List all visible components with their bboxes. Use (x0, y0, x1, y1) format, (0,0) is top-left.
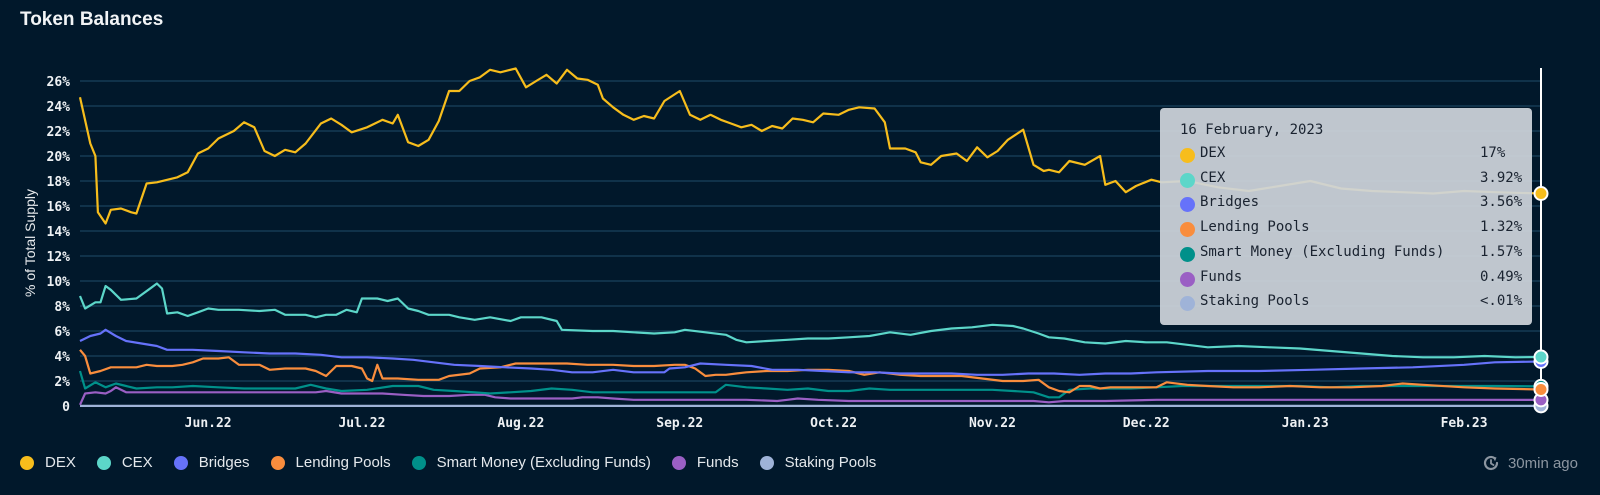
tooltip-series-name: Lending Pools (1200, 219, 1310, 236)
y-tick-label: 22% (47, 125, 71, 140)
series-line-lending-pools[interactable] (79, 349, 1542, 394)
x-tick-label: Jun.22 (185, 416, 232, 431)
refresh-clock-icon (1483, 455, 1499, 471)
y-tick-label: 8% (54, 300, 70, 315)
tooltip-series-value: 1.57% (1480, 243, 1523, 260)
series-line-funds[interactable] (78, 386, 1542, 406)
tooltip-series-name: Bridges (1200, 194, 1260, 211)
last-updated-label: 30min ago (1507, 454, 1578, 472)
x-axis-ticks: Jun.22 Jul.22 Aug.22 Sep.22 Oct.22 Nov.22 Dec.… (185, 416, 1488, 431)
hover-marker-dex (1533, 186, 1549, 201)
hover-marker-cex (1533, 349, 1549, 365)
hover-marker-lending-pools (1533, 382, 1549, 397)
tooltip-series-name: DEX (1200, 145, 1226, 161)
tooltip-series-value: 3.56% (1480, 194, 1523, 211)
legend-item[interactable]: Staking Pools (759, 454, 877, 471)
tooltip-row: CEX 3.92% (1180, 169, 1523, 190)
series-color-dot (1180, 172, 1195, 188)
legend-label: CEX (121, 454, 153, 471)
legend-color-dot (173, 455, 188, 470)
series-color-dot (1180, 148, 1195, 163)
tooltip-series-value: 1.32% (1480, 219, 1523, 236)
y-tick-label: 24% (47, 100, 71, 115)
x-tick-label: Nov.22 (969, 416, 1016, 431)
legend-color-dot (270, 455, 285, 470)
tooltip-series-name: Staking Pools (1200, 293, 1310, 310)
tooltip-date: 16 February, 2023 (1180, 122, 1324, 138)
series-line-bridges[interactable] (79, 328, 1542, 376)
chart-title: Token Balances (20, 9, 164, 30)
series-line-smart-money-excluding-funds[interactable] (78, 370, 1542, 399)
legend: DEX CEX Bridges Lending Pools Smart Money (E… (20, 454, 897, 471)
last-updated[interactable]: 30min ago (1482, 454, 1578, 472)
tooltip-row: DEX 17% (1180, 145, 1520, 165)
legend-item[interactable]: DEX (20, 454, 76, 471)
y-tick-label: 2% (54, 375, 70, 390)
series-color-dot (1180, 222, 1195, 238)
legend-label: DEX (45, 454, 76, 471)
tooltip-series-value: 3.92% (1480, 169, 1523, 186)
legend-label: Funds (696, 454, 739, 471)
series-line-dex[interactable] (78, 67, 1542, 225)
tooltip-series-name: CEX (1200, 169, 1226, 186)
legend-color-dot (759, 455, 774, 470)
hover-markers (1533, 186, 1549, 414)
x-tick-label: Jul.22 (338, 416, 385, 431)
y-tick-label: 0 (62, 400, 70, 415)
tooltip-row: Bridges 3.56% (1180, 194, 1523, 214)
legend-item[interactable]: Smart Money (Excluding Funds) (411, 454, 651, 471)
y-tick-label: 26% (47, 75, 71, 90)
legend-item[interactable]: Funds (671, 454, 739, 471)
tooltip-row: Smart Money (Excluding Funds) 1.57% (1180, 243, 1523, 264)
legend-label: Staking Pools (784, 454, 877, 471)
x-tick-label: Jan.23 (1282, 416, 1329, 431)
legend-color-dot (671, 455, 686, 470)
tooltip-series-name: Smart Money (Excluding Funds) (1200, 243, 1445, 260)
legend-color-dot (20, 455, 34, 470)
series-line-cex[interactable] (78, 282, 1542, 359)
legend-item[interactable]: Lending Pools (270, 454, 391, 471)
legend-color-dot (411, 455, 426, 470)
y-tick-label: 20% (47, 150, 71, 165)
y-tick-label: 10% (47, 275, 71, 290)
y-tick-label: 4% (54, 350, 70, 365)
y-tick-label: 12% (47, 250, 71, 265)
tooltip-series-name: Funds (1200, 268, 1243, 285)
series-color-dot (1180, 197, 1195, 213)
series-color-dot (1180, 296, 1195, 312)
y-axis-label: % of Total Supply (22, 189, 38, 297)
legend-label: Lending Pools (295, 454, 391, 471)
legend-item[interactable]: CEX (96, 454, 153, 471)
y-tick-label: 14% (47, 225, 71, 240)
y-tick-label: 6% (54, 325, 70, 340)
x-tick-label: Aug.22 (497, 416, 544, 431)
y-tick-label: 18% (47, 175, 71, 190)
tooltip-row: Funds 0.49% (1180, 268, 1523, 289)
tooltip-series-value: 0.49% (1480, 268, 1523, 285)
tooltip-row: Staking Pools <.01% (1180, 293, 1523, 313)
y-axis-ticks: 0 2% 4% 6% 8% 10% 12% 14% 16% 18% 20% 22% 24% 26% (47, 75, 71, 415)
legend-color-dot (96, 455, 111, 470)
tooltip-series-value: <.01% (1480, 293, 1523, 310)
x-tick-label: Sep.22 (656, 416, 703, 431)
legend-item[interactable]: Bridges (173, 454, 250, 471)
tooltip: 16 February, 2023 DEX 17% CEX 3.92% Bridges 3… (1160, 108, 1532, 325)
tooltip-row: Lending Pools 1.32% (1180, 219, 1523, 239)
x-tick-label: Oct.22 (810, 416, 857, 431)
series-color-dot (1180, 271, 1195, 287)
x-tick-label: Dec.22 (1123, 416, 1170, 431)
series-color-dot (1180, 246, 1195, 262)
series-lines (78, 67, 1542, 407)
x-tick-label: Feb.23 (1441, 416, 1488, 431)
legend-label: Bridges (198, 454, 250, 471)
legend-label: Smart Money (Excluding Funds) (436, 454, 651, 471)
tooltip-series-value: 17% (1480, 145, 1506, 161)
y-tick-label: 16% (47, 200, 71, 215)
